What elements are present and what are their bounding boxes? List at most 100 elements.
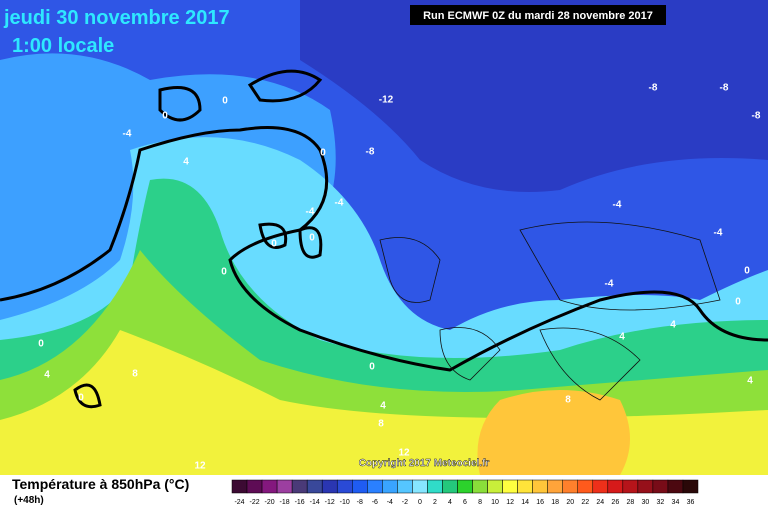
- contour-label: 8: [378, 419, 384, 430]
- legend-swatch: [321, 479, 338, 494]
- contour-label: 0: [369, 362, 375, 373]
- legend-swatch: [607, 479, 624, 494]
- coastlines: [379, 221, 721, 401]
- legend-tick-label: 22: [581, 499, 589, 506]
- legend-tick-label: 26: [611, 499, 619, 506]
- legend-swatch: [682, 479, 699, 494]
- contour-label: 0: [744, 266, 750, 277]
- legend-tick-label: -6: [372, 499, 378, 506]
- legend-tick-label: 6: [463, 499, 467, 506]
- legend-swatch: [637, 479, 654, 494]
- footer-lead: (+48h): [14, 495, 44, 506]
- contour-label: 8: [132, 369, 138, 380]
- contour-label: 0: [38, 339, 44, 350]
- legend-swatch: [336, 479, 353, 494]
- contour-label: 4: [619, 332, 625, 343]
- contour-label: -4: [123, 129, 132, 140]
- contour-label: -4: [335, 198, 344, 209]
- legend-tick-label: 10: [491, 499, 499, 506]
- legend-tick-label: -20: [265, 499, 275, 506]
- legend-tick-label: 4: [448, 499, 452, 506]
- legend-swatch: [502, 479, 518, 494]
- legend-swatch: [261, 479, 278, 494]
- contour-label: 0: [222, 96, 228, 107]
- footer-title: Température à 850hPa (°C): [12, 476, 189, 492]
- time-title: 1:00 locale: [12, 35, 114, 57]
- contour-label: 4: [670, 320, 676, 331]
- legend-swatch: [457, 479, 473, 494]
- legend-swatch: [382, 479, 398, 494]
- legend-tick-label: 14: [521, 499, 529, 506]
- contour-label: 0: [309, 233, 315, 244]
- legend-swatch: [487, 479, 503, 494]
- legend-swatch: [231, 479, 248, 494]
- contour-label: 8: [565, 395, 571, 406]
- legend-tick-label: -8: [357, 499, 363, 506]
- legend-tick-label: 24: [596, 499, 604, 506]
- zero-contour: [0, 126, 768, 372]
- legend-swatch: [442, 479, 458, 494]
- date-title: jeudi 30 novembre 2017: [3, 7, 230, 29]
- contour-label: -8: [649, 83, 658, 94]
- zero-contour-islands: [73, 69, 323, 409]
- run-label: Run ECMWF 0Z du mardi 28 novembre 2017: [423, 10, 653, 22]
- legend-swatch: [652, 479, 669, 494]
- contour-label: 0: [162, 111, 168, 122]
- contour-label: -12: [379, 95, 394, 106]
- contour-label: -4: [714, 228, 723, 239]
- legend-tick-label: -4: [387, 499, 393, 506]
- contour-label: 12: [194, 461, 206, 472]
- legend-tick-label: 32: [657, 499, 665, 506]
- contour-label: 4: [183, 157, 189, 168]
- legend-swatch: [427, 479, 443, 494]
- contour-label: -4: [306, 207, 315, 218]
- legend-tick-label: 20: [566, 499, 574, 506]
- legend-tick-label: 16: [536, 499, 544, 506]
- color-legend: -24 -22 -20 -18 -16 -14 -12 -10 -8 -6 -4 -2 0 2 4 6 8 10 1…: [231, 479, 699, 506]
- legend-tick-label: 18: [551, 499, 559, 506]
- legend-tick-label: 34: [672, 499, 680, 506]
- legend-tick-label: -12: [325, 499, 335, 506]
- legend-swatch: [291, 479, 308, 494]
- legend-swatch: [622, 479, 639, 494]
- contour-label: 0: [271, 239, 277, 250]
- legend-swatch: [352, 479, 368, 494]
- contour-label: -8: [752, 111, 761, 122]
- legend-swatch: [306, 479, 323, 494]
- legend-swatch: [517, 479, 533, 494]
- legend-tick-label: -2: [402, 499, 408, 506]
- legend-tick-label: -24: [234, 499, 244, 506]
- legend-tick-label: 36: [687, 499, 695, 506]
- legend-swatch: [562, 479, 578, 494]
- run-box: [410, 5, 666, 25]
- contour-label: 0: [78, 393, 84, 404]
- legend-swatch: [667, 479, 684, 494]
- legend-tick-label: 12: [506, 499, 514, 506]
- legend-swatch: [472, 479, 488, 494]
- legend-tick-label: -16: [295, 499, 305, 506]
- copyright: Copyright 2017 Meteociel.fr: [359, 458, 490, 469]
- contour-label: 4: [44, 370, 50, 381]
- contour-label: 0: [735, 297, 741, 308]
- legend-swatch: [367, 479, 383, 494]
- legend-swatch: [577, 479, 594, 494]
- legend-swatch: [532, 479, 548, 494]
- contour-label: 12: [398, 448, 410, 459]
- legend-tick-label: 30: [641, 499, 649, 506]
- legend-tick-label: -22: [249, 499, 259, 506]
- contour-labels: -12 -8 -8 -8 -8 -4 -4 -4 -4 -4 -4 0 0 0 0 0 0 0 0 0 0 0 4 4 4 4 4 4…: [38, 83, 761, 472]
- legend-tick-label: 8: [478, 499, 482, 506]
- contour-label: -4: [613, 200, 622, 211]
- contour-label: 4: [380, 401, 386, 412]
- legend-tick-label: 28: [626, 499, 634, 506]
- contour-label: -8: [366, 147, 375, 158]
- legend-swatch: [246, 479, 263, 494]
- legend-swatch: [412, 479, 428, 494]
- cold-region: [300, 0, 768, 192]
- legend-swatch: [397, 479, 413, 494]
- legend-swatch: [592, 479, 609, 494]
- contour-label: 0: [320, 148, 326, 159]
- contour-label: -8: [720, 83, 729, 94]
